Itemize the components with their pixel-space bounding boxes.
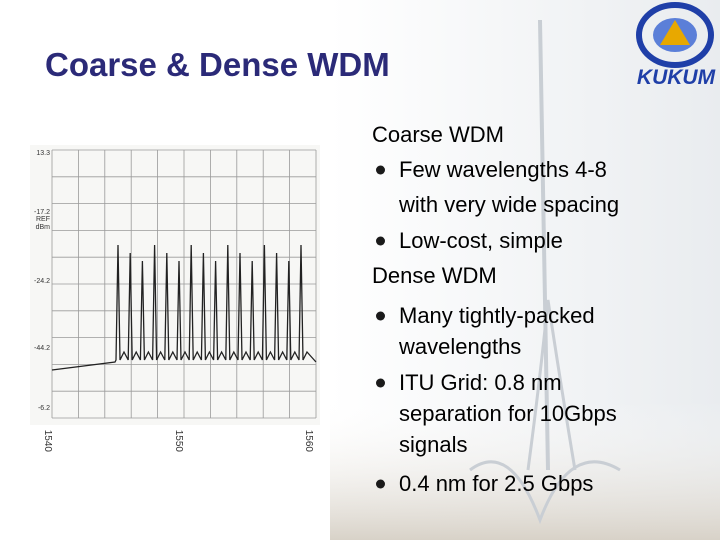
- bullet-text: separation for 10Gbps: [399, 401, 617, 426]
- bullet-text: with very wide spacing: [398, 192, 619, 217]
- y-axis-label: -44.2: [34, 345, 50, 352]
- x-axis-label: 1540: [42, 430, 53, 453]
- bullet: [376, 236, 385, 246]
- x-axis-label: 1550: [173, 430, 184, 453]
- bullet: [376, 378, 385, 388]
- bullet-text: 0.4 nm for 2.5 Gbps: [399, 471, 593, 496]
- section-heading: Dense WDM: [372, 263, 497, 288]
- section-heading: Coarse WDM: [372, 122, 504, 147]
- bullet: [376, 311, 385, 321]
- logo-text: KUKUM: [637, 66, 716, 89]
- logo: KUKUM: [636, 2, 716, 89]
- ref-label: REF: [36, 216, 50, 223]
- y-axis-label: -17.2: [34, 209, 50, 216]
- background-ground: [330, 400, 720, 540]
- body-text: Coarse WDM Few wavelengths 4-8 with very w…: [372, 122, 619, 496]
- x-axis-label: 1560: [303, 430, 314, 453]
- slide-title: Coarse & Dense WDM: [45, 46, 390, 83]
- bullet-text: Few wavelengths 4-8: [399, 157, 607, 182]
- bullet-text: Low-cost, simple: [399, 228, 563, 253]
- y-axis-label: 13.3: [36, 150, 50, 157]
- bullet: [376, 479, 385, 489]
- bullet-text: wavelengths: [398, 334, 521, 359]
- y-axis-label: -6.2: [38, 405, 50, 412]
- unit-label: dBm: [36, 224, 51, 231]
- bullet-text: signals: [399, 432, 467, 457]
- bullet: [376, 165, 385, 175]
- tower: [469, 19, 621, 525]
- y-axis-label: -24.2: [34, 278, 50, 285]
- spectrum-trace: [51, 244, 317, 371]
- bullet-text: Many tightly-packed: [399, 303, 595, 328]
- bullet-text: ITU Grid: 0.8 nm: [399, 370, 562, 395]
